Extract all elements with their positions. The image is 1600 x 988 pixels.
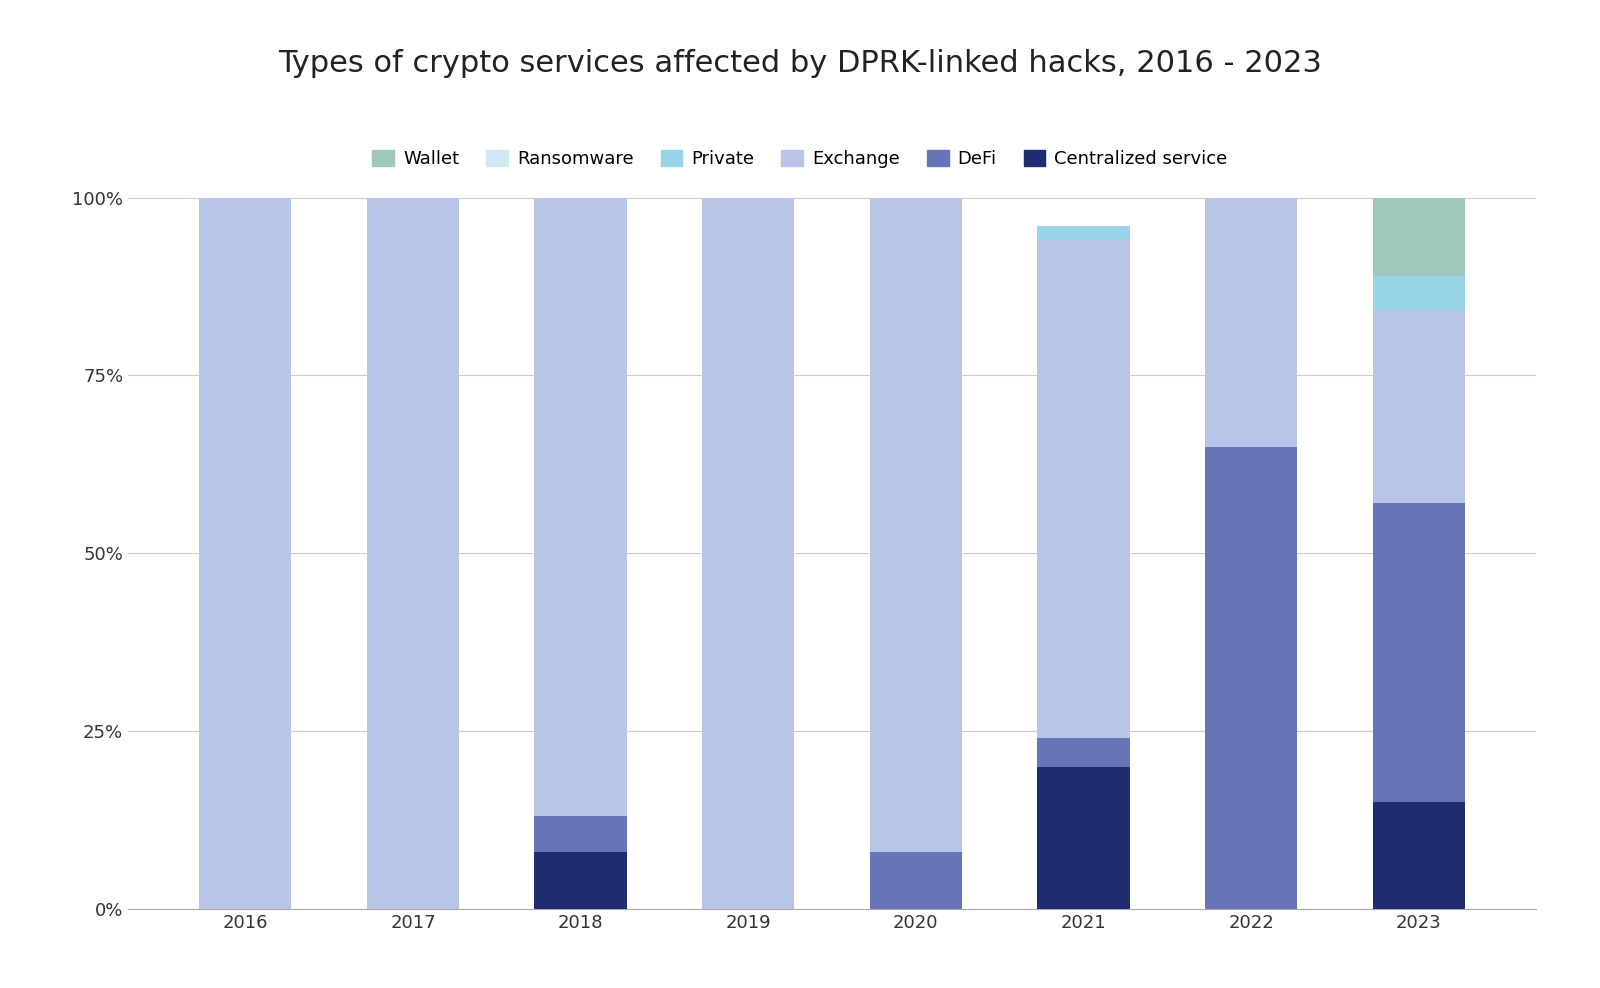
Bar: [534, 852, 627, 909]
Text: Types of crypto services affected by DPRK-linked hacks, 2016 - 2023: Types of crypto services affected by DPR…: [278, 49, 1322, 78]
Bar: [200, 198, 291, 909]
Bar: [1037, 226, 1130, 240]
Bar: [1205, 447, 1298, 909]
Bar: [1037, 738, 1130, 767]
Bar: [1373, 504, 1464, 802]
Bar: [1373, 198, 1464, 276]
Bar: [1037, 767, 1130, 909]
Bar: [870, 852, 962, 909]
Bar: [1373, 802, 1464, 909]
Bar: [1373, 276, 1464, 311]
Bar: [534, 816, 627, 852]
Bar: [870, 198, 962, 852]
Bar: [702, 198, 794, 909]
Bar: [1037, 240, 1130, 738]
Bar: [366, 198, 459, 909]
Bar: [534, 198, 627, 816]
Legend: Wallet, Ransomware, Private, Exchange, DeFi, Centralized service: Wallet, Ransomware, Private, Exchange, D…: [365, 142, 1235, 175]
Bar: [1205, 198, 1298, 447]
Bar: [1373, 311, 1464, 504]
